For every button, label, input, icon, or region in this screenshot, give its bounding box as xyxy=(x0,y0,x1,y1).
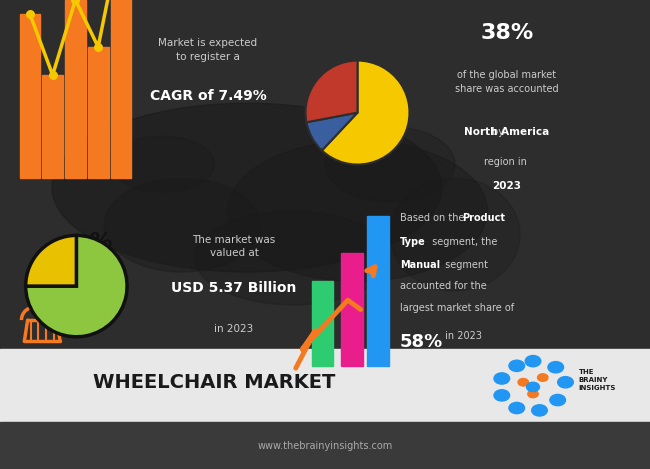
Text: %: % xyxy=(90,232,112,251)
Text: accounted for the: accounted for the xyxy=(400,281,486,291)
Circle shape xyxy=(494,373,510,384)
Circle shape xyxy=(532,405,547,416)
Wedge shape xyxy=(25,235,77,286)
Point xyxy=(70,0,81,4)
Text: largest market share of: largest market share of xyxy=(400,303,514,312)
Text: segment: segment xyxy=(442,260,488,270)
Circle shape xyxy=(550,394,566,406)
Text: CAGR of 7.49%: CAGR of 7.49% xyxy=(150,89,266,103)
Circle shape xyxy=(526,382,539,392)
Circle shape xyxy=(518,378,528,386)
Text: THE
BRAINY
INSIGHTS: THE BRAINY INSIGHTS xyxy=(578,369,616,391)
Text: in 2023: in 2023 xyxy=(442,331,482,340)
Ellipse shape xyxy=(227,141,488,281)
Ellipse shape xyxy=(52,103,442,272)
Circle shape xyxy=(509,402,525,414)
Text: Market is expected
to register a: Market is expected to register a xyxy=(159,38,257,61)
Bar xyxy=(20,14,40,178)
Text: 58%: 58% xyxy=(400,333,443,351)
Circle shape xyxy=(558,377,573,388)
Ellipse shape xyxy=(325,127,455,202)
Circle shape xyxy=(528,390,538,398)
Wedge shape xyxy=(306,61,358,122)
Circle shape xyxy=(548,362,564,373)
Text: Manual: Manual xyxy=(400,260,440,270)
Text: by: by xyxy=(492,127,507,136)
Text: Based on the: Based on the xyxy=(400,213,467,223)
Text: Product: Product xyxy=(462,213,505,223)
Bar xyxy=(341,253,363,366)
Ellipse shape xyxy=(104,178,260,272)
Bar xyxy=(88,47,109,178)
Bar xyxy=(0,349,650,422)
Wedge shape xyxy=(306,113,358,151)
Wedge shape xyxy=(25,235,127,337)
Bar xyxy=(111,0,131,178)
Circle shape xyxy=(509,360,525,371)
Text: North America: North America xyxy=(464,127,550,136)
Text: www.thebrainyinsights.com: www.thebrainyinsights.com xyxy=(257,440,393,451)
Ellipse shape xyxy=(111,136,214,192)
Text: Type: Type xyxy=(400,237,426,247)
Point xyxy=(47,71,58,79)
Circle shape xyxy=(494,390,510,401)
Wedge shape xyxy=(322,61,410,165)
Text: The market was
valued at: The market was valued at xyxy=(192,234,276,258)
Circle shape xyxy=(525,356,541,367)
Text: in 2023: in 2023 xyxy=(214,324,254,333)
Bar xyxy=(367,216,389,366)
Bar xyxy=(65,0,86,178)
Bar xyxy=(42,75,63,178)
Ellipse shape xyxy=(195,211,390,305)
Text: USD 5.37 Billion: USD 5.37 Billion xyxy=(172,281,296,295)
Point xyxy=(93,43,103,51)
Point xyxy=(25,10,35,18)
Text: of the global market
share was accounted: of the global market share was accounted xyxy=(455,70,559,94)
Text: 38%: 38% xyxy=(480,23,534,44)
Text: 2023: 2023 xyxy=(493,181,521,190)
Text: segment, the: segment, the xyxy=(429,237,497,247)
Ellipse shape xyxy=(390,178,520,291)
Bar xyxy=(312,281,333,366)
Text: WHEELCHAIR MARKET: WHEELCHAIR MARKET xyxy=(94,373,335,392)
Bar xyxy=(0,422,650,469)
Text: region in: region in xyxy=(484,157,530,167)
Circle shape xyxy=(538,374,548,381)
